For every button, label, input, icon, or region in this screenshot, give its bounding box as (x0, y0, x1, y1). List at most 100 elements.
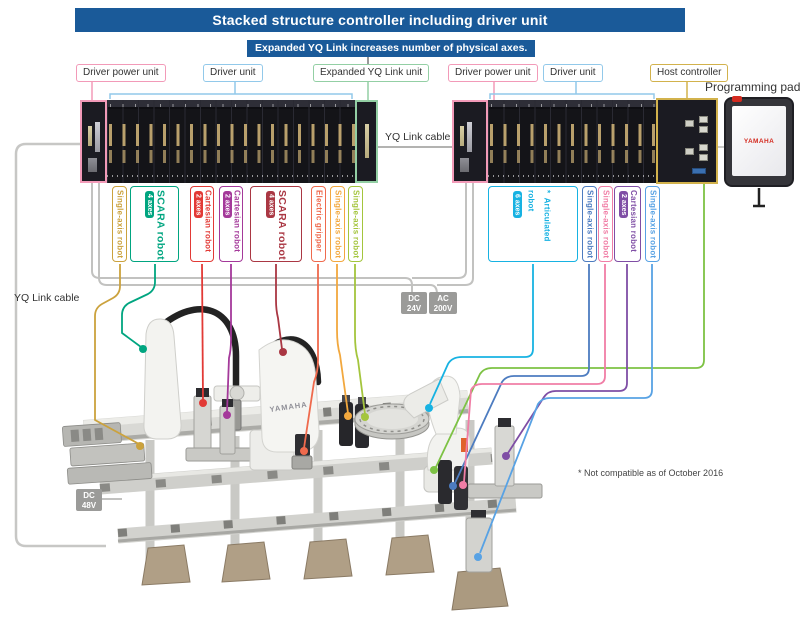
wire-cartesian-3 (507, 264, 628, 454)
wire-scara-2 (275, 264, 283, 350)
badge-line: DC (83, 491, 95, 500)
brand-logo: YAMAHA (743, 137, 775, 145)
badge-line: DC (408, 294, 420, 303)
wire-single-axis-5 (463, 264, 606, 483)
robot-label-text: Single-axis robot (115, 190, 125, 259)
robot-label-cartesian-2: 2 axes Cartesian robot (219, 186, 243, 262)
wire-single-axis-4 (454, 264, 590, 484)
yq-link-cable-top-label: YQ Link cable (385, 131, 451, 143)
wire-endpoints (136, 345, 510, 561)
ethernet-port-icon (699, 116, 708, 123)
label-driver-power-unit-right: Driver power unit (448, 64, 538, 82)
robot-label-text: Single-axis robot (601, 190, 611, 259)
programming-pad-device: YAMAHA (724, 96, 794, 187)
wire-articulated (429, 264, 534, 405)
robot-label-text: SCARA robot (154, 190, 167, 260)
dc-48v-badge: DC 48V (76, 489, 102, 511)
scara1-tower (143, 318, 182, 440)
power-line-4 (437, 183, 474, 286)
robot-label-single-axis-1: Single-axis robot (112, 186, 127, 262)
robot-label-text: Cartesian robot (232, 190, 242, 253)
robot-label-text: Cartesian robot (629, 190, 638, 253)
programming-pad-label: Programming pad (705, 80, 800, 94)
robot-label-articulated: 6 axes * Articulated robot (488, 186, 578, 262)
scara2-body (258, 339, 320, 453)
robot-label-name: Articulated robot (526, 190, 552, 242)
status-lamp-icon (685, 120, 694, 127)
label-expanded-yq-link-unit: Expanded YQ Link unit (313, 64, 430, 82)
wire-electric-gripper (303, 264, 319, 449)
robot-label-text: Single-axis robot (333, 190, 343, 259)
driver-power-unit-right (452, 100, 488, 183)
driver-power-unit-left (80, 100, 107, 183)
footnote: * Not compatible as of October 2016 (578, 468, 724, 478)
robot-label-electric-gripper: Electric gripper (311, 186, 326, 262)
robot-label-scara-1: 4 axes SCARA robot (130, 186, 179, 262)
axes-badge: 6 axes (512, 191, 522, 219)
wire-cartesian-1 (201, 263, 204, 402)
label-host-controller: Host controller (650, 64, 729, 82)
power-line-1 (91, 183, 413, 293)
emergency-stop-button-icon (732, 96, 742, 102)
axes-badge: 2 axes (619, 191, 628, 219)
robot-label-text: * Articulated robot (523, 190, 555, 261)
label-driver-power-unit-left: Driver power unit (76, 64, 166, 82)
axes-badge: 2 axes (193, 191, 203, 219)
ac-200v-badge: AC 200V (429, 292, 457, 314)
robot-label-text: Cartesian robot (203, 190, 213, 253)
pad-stub-line (753, 188, 765, 208)
robot-cell-scene: YAMAHA (62, 306, 543, 611)
robot-label-cartesian-1: 2 axes Cartesian robot (190, 186, 214, 262)
label-driver-unit-left: Driver unit (203, 64, 263, 82)
axes-badge: 4 axes (266, 191, 276, 219)
power-line-3 (412, 183, 467, 279)
yq-link-banner: Expanded YQ Link increases number of phy… (247, 40, 536, 57)
driver-units-left (107, 100, 355, 183)
ethernet-port-icon (699, 154, 708, 161)
wire-scara-1 (121, 264, 156, 348)
badge-line: AC (437, 294, 449, 303)
wire-single-axis-1 (94, 264, 140, 445)
axes-badge: 4 axes (144, 191, 154, 219)
expanded-yq-link-unit (355, 100, 378, 183)
right-driver-bracket (489, 82, 655, 99)
driver-units-right (488, 100, 656, 183)
wire-single-axis-3 (354, 264, 366, 415)
robot-label-single-axis-4: Single-axis robot (582, 186, 597, 262)
axes-badge: 2 axes (222, 191, 232, 219)
pad-screen: YAMAHA (732, 106, 786, 176)
robot-label-cartesian-3: 2 axes Cartesian robot (614, 186, 641, 262)
robot-label-single-axis-2: Single-axis robot (330, 186, 345, 262)
ethernet-port-icon (699, 144, 708, 151)
robot-label-single-axis-3: Single-axis robot (348, 186, 363, 262)
page-title: Stacked structure controller including d… (75, 8, 685, 32)
robot-label-text: SCARA robot (275, 190, 288, 260)
host-controller-unit (656, 98, 718, 184)
usb-port-icon (692, 168, 706, 174)
yq-link-cable-left-label: YQ Link cable (14, 292, 80, 304)
wire-single-axis-6 (479, 264, 653, 554)
left-driver-bracket (109, 82, 353, 99)
badge-line: 200V (433, 304, 453, 313)
wire-cartesian-2 (226, 264, 232, 413)
yq-link-cable-left-line (14, 142, 106, 548)
robot-label-text: Single-axis robot (648, 190, 658, 259)
scara1-cable (155, 306, 240, 396)
status-lamp-icon (685, 148, 694, 155)
robot-label-text: Single-axis robot (585, 190, 595, 259)
footnote-mark: * (542, 190, 552, 194)
dc-24v-badge: DC 24V (401, 292, 427, 314)
badge-line: 24V (406, 304, 422, 313)
robot-label-text: Electric gripper (314, 190, 324, 252)
wire-single-axis-2 (336, 264, 349, 414)
label-driver-unit-right: Driver unit (543, 64, 603, 82)
robot-label-text: Single-axis robot (351, 190, 361, 259)
robot-label-scara-2: 4 axes SCARA robot (250, 186, 302, 262)
ethernet-port-icon (699, 126, 708, 133)
badge-line: 48V (81, 501, 97, 510)
robot-label-single-axis-5: Single-axis robot (598, 186, 613, 262)
robot-label-single-axis-6: Single-axis robot (645, 186, 660, 262)
power-line-2 (98, 183, 438, 295)
